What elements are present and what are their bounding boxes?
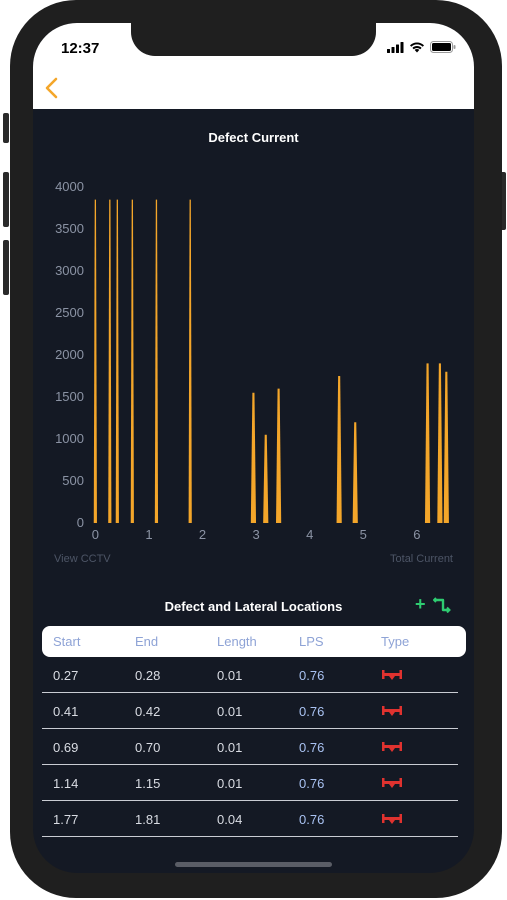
chevron-left-icon xyxy=(45,77,58,99)
y-tick-label: 3000 xyxy=(55,263,84,278)
header-type: Type xyxy=(381,634,410,649)
volume-down-button xyxy=(3,240,9,295)
cell-length: 0.01 xyxy=(217,740,243,755)
power-button xyxy=(500,172,506,230)
cell-end: 1.15 xyxy=(135,776,161,791)
cell-start: 1.77 xyxy=(53,812,79,827)
volume-up-button xyxy=(3,172,9,227)
y-tick-label: 1500 xyxy=(55,389,84,404)
cell-lps: 0.76 xyxy=(299,776,325,791)
chart-bar xyxy=(437,363,443,523)
header-end: End xyxy=(135,634,159,649)
table-row[interactable]: 0.41 0.42 0.01 0.76 xyxy=(42,693,458,729)
x-tick-label: 2 xyxy=(199,527,206,539)
chart-bar xyxy=(276,388,282,523)
y-tick-label: 500 xyxy=(62,473,84,488)
chart-bar xyxy=(115,199,119,523)
x-tick-label: 5 xyxy=(360,527,367,539)
chart-bar xyxy=(263,434,269,523)
pipe-defect-icon xyxy=(381,669,403,684)
defect-current-chart: 0 500 1000 1500 2000 2500 3000 3500 4000 0 1 2 3 4 5 6 xyxy=(55,179,449,539)
table-row[interactable]: 0.27 0.28 0.01 0.76 xyxy=(42,657,458,693)
cell-length: 0.01 xyxy=(217,668,243,683)
table-row[interactable]: 1.77 1.81 0.04 0.76 xyxy=(42,801,458,837)
chart-bar xyxy=(130,199,134,523)
mute-switch xyxy=(3,113,9,143)
header-length: Length xyxy=(217,634,257,649)
cell-end: 0.28 xyxy=(135,668,161,683)
battery-icon xyxy=(430,41,456,53)
locations-table-body: 0.27 0.28 0.01 0.76 0.41 0.42 0.01 0.76 … xyxy=(42,657,458,837)
y-tick-label: 4000 xyxy=(55,179,84,194)
cell-length: 0.01 xyxy=(217,704,243,719)
locations-table-header: Start End Length LPS Type xyxy=(42,626,466,657)
back-button[interactable] xyxy=(41,75,63,101)
cell-end: 0.70 xyxy=(135,740,161,755)
table-row[interactable]: 1.14 1.15 0.01 0.76 xyxy=(42,765,458,801)
chart-bar xyxy=(188,199,192,523)
home-indicator xyxy=(175,862,332,867)
cell-end: 1.81 xyxy=(135,812,161,827)
chart-title: Defect Current xyxy=(208,130,299,145)
device-notch xyxy=(131,23,376,56)
swap-arrows-icon xyxy=(432,597,451,614)
view-cctv-link[interactable]: View CCTV xyxy=(54,553,111,565)
chart-bar xyxy=(154,199,159,523)
chart-bar xyxy=(424,363,431,523)
header-lps: LPS xyxy=(299,634,324,649)
pipe-defect-icon xyxy=(381,705,403,720)
add-location-button[interactable]: + xyxy=(415,594,426,614)
y-tick-label: 0 xyxy=(77,515,84,530)
status-time: 12:37 xyxy=(61,40,100,57)
chart-bar xyxy=(108,199,112,523)
pipe-defect-icon xyxy=(381,741,403,756)
chart-bar xyxy=(443,371,449,523)
pipe-defect-icon xyxy=(381,813,403,828)
cell-length: 0.01 xyxy=(217,776,243,791)
y-tick-label: 2500 xyxy=(55,305,84,320)
status-icons xyxy=(387,41,456,53)
wifi-icon xyxy=(410,42,424,53)
x-tick-label: 4 xyxy=(306,527,313,539)
cell-lps: 0.76 xyxy=(299,704,325,719)
swap-button[interactable] xyxy=(432,597,451,618)
signal-icon xyxy=(387,41,404,53)
total-current-link[interactable]: Total Current xyxy=(390,553,453,565)
app-screen: 12:37 xyxy=(33,23,474,873)
chart-bar xyxy=(352,422,358,523)
chart-bar xyxy=(93,199,97,523)
cell-lps: 0.76 xyxy=(299,740,325,755)
chart-bar xyxy=(336,376,342,523)
cell-lps: 0.76 xyxy=(299,668,325,683)
locations-title: Defect and Lateral Locations xyxy=(164,599,343,614)
header-start: Start xyxy=(53,634,81,649)
cell-start: 0.69 xyxy=(53,740,79,755)
cell-start: 1.14 xyxy=(53,776,79,791)
chart-bar xyxy=(250,392,257,523)
cell-end: 0.42 xyxy=(135,704,161,719)
y-tick-label: 1000 xyxy=(55,431,84,446)
y-tick-label: 2000 xyxy=(55,347,84,362)
x-tick-label: 0 xyxy=(92,527,99,539)
cell-start: 0.27 xyxy=(53,668,79,683)
table-row[interactable]: 0.69 0.70 0.01 0.76 xyxy=(42,729,458,765)
cell-length: 0.04 xyxy=(217,812,243,827)
cell-lps: 0.76 xyxy=(299,812,325,827)
cell-start: 0.41 xyxy=(53,704,79,719)
x-tick-label: 1 xyxy=(145,527,152,539)
x-tick-label: 3 xyxy=(252,527,259,539)
pipe-defect-icon xyxy=(381,777,403,792)
y-tick-label: 3500 xyxy=(55,221,84,236)
x-tick-label: 6 xyxy=(413,527,420,539)
